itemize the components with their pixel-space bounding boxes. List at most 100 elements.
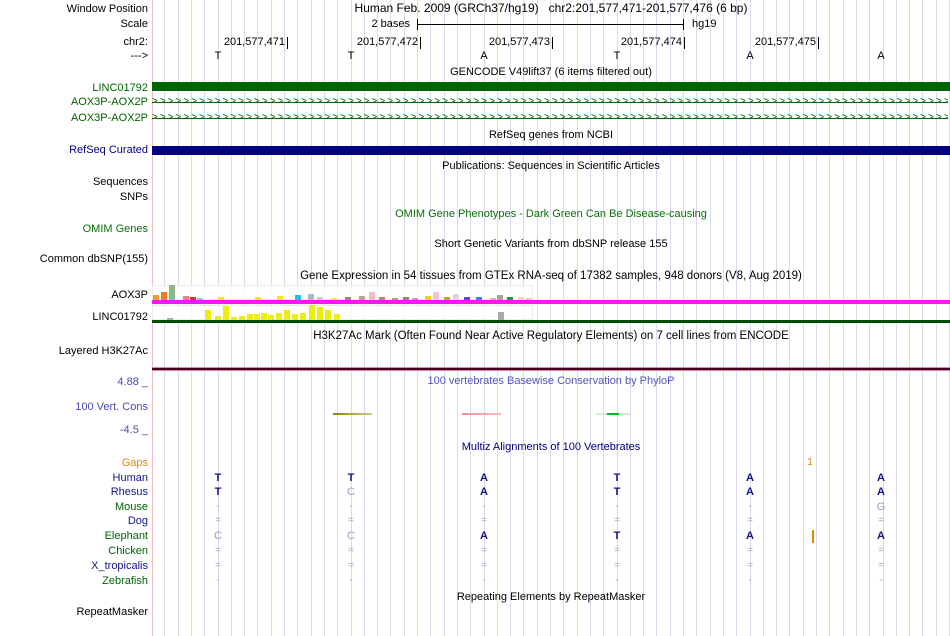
- gtex-tissue-bar[interactable]: [498, 312, 504, 320]
- gtex-tissue-bar[interactable]: [507, 297, 513, 300]
- gtex-tissue-bar[interactable]: [476, 297, 482, 300]
- gtex-tissue-bar[interactable]: [197, 298, 203, 300]
- guideline: [629, 0, 631, 636]
- gtex-tissue-bar[interactable]: [379, 297, 385, 300]
- gtex-tissue-bar[interactable]: [392, 298, 398, 300]
- gtex-tissue-bar[interactable]: [526, 298, 532, 300]
- label-layered-h3k27ac[interactable]: Layered H3K27Ac: [58, 345, 148, 357]
- gtex-tissue-bar[interactable]: [218, 297, 224, 300]
- gencode-linc01792-gene-bar[interactable]: [152, 82, 950, 91]
- phylop-conservation-mark[interactable]: [333, 413, 372, 415]
- guideline: [909, 0, 911, 636]
- gtex-tissue-bar[interactable]: [497, 295, 503, 300]
- align-cell-zebrafish: -: [482, 575, 486, 586]
- align-cell-dog: =: [747, 515, 753, 526]
- gtex-tissue-bar[interactable]: [277, 296, 283, 300]
- gtex-tissue-bar[interactable]: [300, 313, 306, 320]
- label-rhesus[interactable]: Rhesus: [110, 486, 148, 498]
- label-gtex-aox3p[interactable]: AOX3P: [111, 289, 148, 301]
- gtex-tissue-bar[interactable]: [153, 295, 159, 300]
- gtex-tissue-bar[interactable]: [223, 306, 229, 320]
- label-aox3p-aox2p-1[interactable]: AOX3P-AOX2P: [70, 96, 148, 108]
- gtex-tissue-bar[interactable]: [464, 297, 470, 300]
- label-refseq-curated[interactable]: RefSeq Curated: [69, 144, 148, 156]
- gtex-tissue-bar[interactable]: [403, 297, 409, 300]
- align-cell-zebrafish: -: [349, 575, 353, 586]
- label-x-tropicalis[interactable]: X_tropicalis: [91, 560, 148, 572]
- gtex-tissue-bar[interactable]: [369, 292, 375, 300]
- chrom-label: chr2:: [123, 36, 148, 48]
- gtex-tissue-bar[interactable]: [518, 297, 524, 300]
- gtex-tissue-bar[interactable]: [345, 297, 351, 300]
- gtex-tissue-bar[interactable]: [247, 314, 253, 320]
- gtex-tissue-bar[interactable]: [317, 307, 323, 320]
- gtex-tissue-bar[interactable]: [254, 314, 260, 320]
- label-omim-genes[interactable]: OMIM Genes: [82, 223, 148, 235]
- title-refseq: RefSeq genes from NCBI: [488, 129, 614, 141]
- gtex-tissue-bar[interactable]: [169, 285, 175, 300]
- h3k27ac-baseline[interactable]: [152, 367, 950, 371]
- gtex-tissue-bar[interactable]: [331, 298, 337, 300]
- gtex-tissue-bar[interactable]: [190, 297, 196, 300]
- label-common-dbsnp-155[interactable]: Common dbSNP(155): [39, 253, 148, 265]
- phylop-conservation-mark[interactable]: [607, 413, 619, 415]
- gtex-tissue-bar[interactable]: [268, 315, 274, 320]
- gencode-aox3p-aox2p-strand-arrows[interactable]: >>>>>>>>>>>>>>>>>>>>>>>>>>>>>>>>>>>>>>>>…: [152, 96, 948, 108]
- align-cell-mouse: -: [748, 501, 752, 512]
- gtex-tissue-bar[interactable]: [276, 313, 282, 320]
- gtex-tissue-bar[interactable]: [433, 292, 439, 300]
- guideline: [616, 0, 618, 636]
- ruler-tick: [684, 37, 685, 49]
- gtex-tissue-bar[interactable]: [292, 314, 298, 320]
- gencode-aox3p-aox2p-strand-arrows[interactable]: >>>>>>>>>>>>>>>>>>>>>>>>>>>>>>>>>>>>>>>>…: [152, 112, 948, 124]
- align-cell-dog: =: [215, 515, 221, 526]
- label-repeatmasker[interactable]: RepeatMasker: [76, 606, 148, 618]
- refseq-curated-bar[interactable]: [152, 146, 950, 155]
- gtex-tissue-bar[interactable]: [239, 316, 245, 320]
- gtex-tissue-bar[interactable]: [490, 298, 496, 300]
- gtex-tissue-bar[interactable]: [359, 296, 365, 300]
- gtex-tissue-bar[interactable]: [453, 294, 459, 300]
- align-cell-mouse: G: [876, 501, 886, 513]
- phylop-conservation-mark[interactable]: [462, 413, 501, 415]
- gtex-tissue-bar[interactable]: [309, 305, 315, 320]
- label-snps[interactable]: SNPs: [119, 191, 148, 203]
- gtex-tissue-bar[interactable]: [444, 297, 450, 300]
- label-aox3p-aox2p-2[interactable]: AOX3P-AOX2P: [70, 112, 148, 124]
- align-cell-x_tropicalis: =: [614, 560, 620, 571]
- gtex-tissue-bar[interactable]: [308, 294, 314, 300]
- label-elephant[interactable]: Elephant: [104, 530, 148, 542]
- gtex-tissue-bar[interactable]: [295, 295, 301, 300]
- gtex-tissue-bar[interactable]: [425, 296, 431, 300]
- label-gtex-linc01792[interactable]: LINC01792: [92, 311, 148, 323]
- align-cell-elephant: A: [480, 530, 488, 542]
- gtex-gene-model-line-linc01792[interactable]: [152, 320, 950, 323]
- gtex-tissue-bar[interactable]: [255, 297, 261, 300]
- guideline: [722, 0, 724, 636]
- label-100-vert-cons[interactable]: 100 Vert. Cons: [75, 401, 148, 413]
- label-human[interactable]: Human: [112, 472, 148, 484]
- label-linc01792-gene[interactable]: LINC01792: [92, 82, 148, 94]
- label-dog[interactable]: Dog: [127, 515, 148, 527]
- gtex-tissue-bar[interactable]: [183, 296, 189, 300]
- gtex-tissue-bar[interactable]: [284, 310, 290, 320]
- gtex-tissue-bar[interactable]: [231, 317, 237, 320]
- assembly-name: hg19: [692, 18, 717, 30]
- gtex-tissue-bar[interactable]: [205, 310, 211, 320]
- align-cell-elephant: C: [214, 530, 222, 542]
- gtex-tissue-bar[interactable]: [412, 298, 418, 300]
- gtex-tissue-bar[interactable]: [317, 297, 323, 300]
- label-zebrafish[interactable]: Zebrafish: [102, 575, 148, 587]
- gtex-gene-model-line-aox3p[interactable]: [152, 300, 950, 304]
- label-mouse[interactable]: Mouse: [114, 501, 148, 513]
- gtex-tissue-bar[interactable]: [167, 318, 173, 320]
- label-gaps[interactable]: Gaps: [121, 457, 148, 469]
- align-cell-zebrafish: -: [615, 575, 619, 586]
- gtex-tissue-bar[interactable]: [334, 314, 340, 320]
- gtex-tissue-bar[interactable]: [215, 316, 221, 320]
- gtex-tissue-bar[interactable]: [161, 292, 167, 300]
- label-sequences[interactable]: Sequences: [92, 176, 148, 188]
- gtex-tissue-bar[interactable]: [325, 310, 331, 320]
- label-chicken[interactable]: Chicken: [108, 545, 148, 557]
- gtex-tissue-bar[interactable]: [261, 313, 267, 320]
